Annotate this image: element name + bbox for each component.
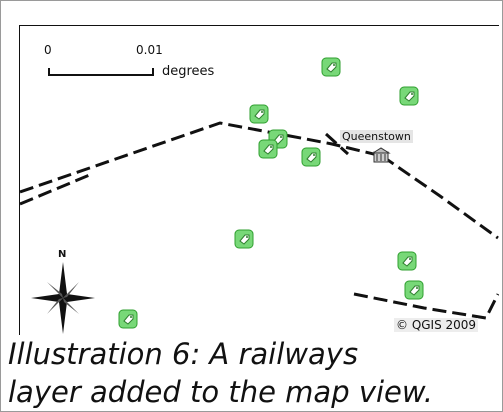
railway-layer: [20, 121, 499, 320]
scale-bar-unit-label: degrees: [162, 64, 215, 79]
north-arrow-icon: [31, 262, 95, 334]
railway-line-main-east: [381, 154, 499, 240]
tag-icon[interactable]: [301, 147, 321, 167]
tag-icon[interactable]: [399, 86, 419, 106]
scale-bar-start-label: 0: [44, 43, 52, 57]
tag-icon[interactable]: [397, 251, 417, 271]
poi-layer: [118, 57, 424, 329]
caption-line-2: layer added to the map view.: [8, 375, 433, 409]
scale-bar-end-label: 0.01: [136, 43, 163, 57]
place-label-queenstown: Queenstown: [340, 130, 413, 143]
tag-icon[interactable]: [234, 229, 254, 249]
tag-icon[interactable]: [404, 280, 424, 300]
railway-line-south-west: [20, 172, 93, 206]
railway-line-main-west: [20, 121, 383, 194]
scale-bar-line: [48, 68, 154, 76]
scale-bar: 0 0.01 degrees: [44, 43, 236, 84]
railway-spur: [324, 132, 350, 156]
copyright-label: © QGIS 2009: [394, 318, 479, 332]
figure-caption: Illustration 6: A railways layer added t…: [8, 335, 502, 411]
map-layers: [20, 57, 499, 334]
railway-line-south-east: [353, 292, 499, 320]
tag-icon[interactable]: [249, 104, 269, 124]
building-icon[interactable]: [371, 147, 391, 163]
tag-icon[interactable]: [258, 139, 278, 159]
north-arrow-label: N: [58, 249, 67, 260]
map-canvas[interactable]: N 0 0.01 degrees Queenstown © QGIS 2009: [19, 25, 499, 335]
tag-icon[interactable]: [118, 309, 138, 329]
tag-icon[interactable]: [321, 57, 341, 77]
caption-line-1: Illustration 6: A railways: [8, 337, 359, 371]
